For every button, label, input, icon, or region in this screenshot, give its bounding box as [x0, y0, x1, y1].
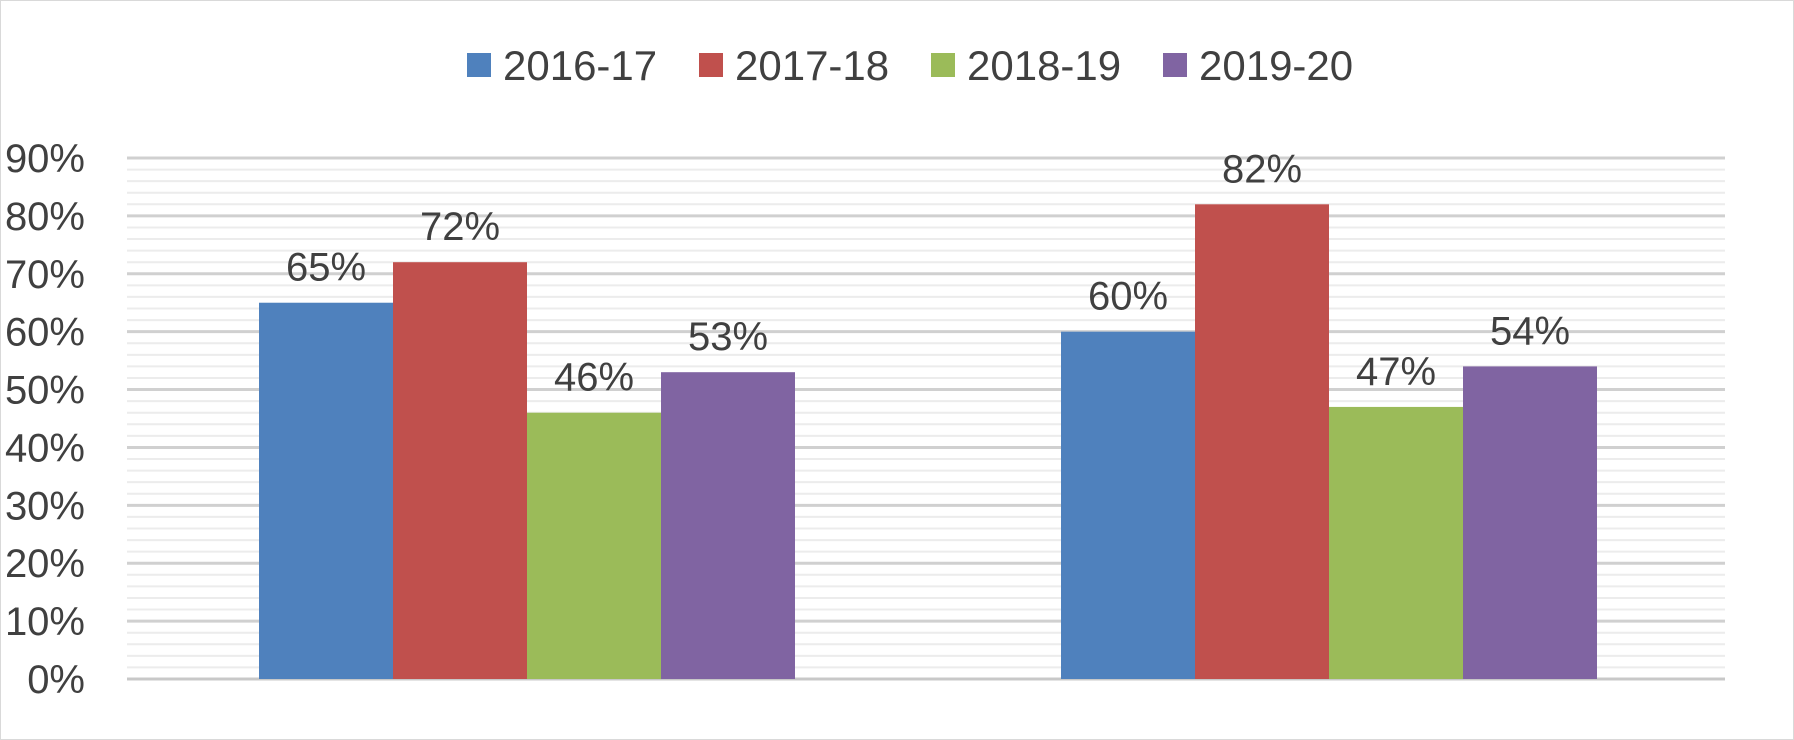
- data-label: 82%: [1222, 147, 1302, 191]
- legend-item-2019-20: 2019-20: [1163, 42, 1353, 89]
- bars: [259, 204, 1597, 680]
- legend-label: 2016-17: [503, 42, 657, 89]
- legend-label: 2018-19: [967, 42, 1121, 89]
- bar-2019-20-group-1: [661, 372, 795, 679]
- data-label: 65%: [286, 246, 366, 290]
- y-tick-label: 80%: [5, 195, 85, 239]
- data-label: 53%: [688, 315, 768, 359]
- bar-2019-20-group-2: [1463, 366, 1597, 679]
- data-labels: 65% 60% 72% 82% 46% 47% 53% 54%: [286, 147, 1570, 399]
- y-tick-label: 10%: [5, 600, 85, 644]
- data-label: 47%: [1356, 350, 1436, 394]
- y-tick-label: 90%: [5, 137, 85, 181]
- y-tick-label: 70%: [5, 253, 85, 297]
- y-tick-label: 50%: [5, 369, 85, 413]
- data-label: 54%: [1490, 309, 1570, 353]
- y-tick-label: 60%: [5, 311, 85, 355]
- y-tick-label: 20%: [5, 542, 85, 586]
- data-label: 72%: [420, 205, 500, 249]
- bar-2016-17-group-2: [1061, 331, 1195, 679]
- legend-swatch: [467, 53, 491, 77]
- y-tick-label: 40%: [5, 426, 85, 470]
- legend-swatch: [699, 53, 723, 77]
- y-tick-label: 30%: [5, 484, 85, 528]
- legend-item-2016-17: 2016-17: [467, 42, 657, 89]
- bar-2017-18-group-1: [393, 262, 527, 679]
- bar-2017-18-group-2: [1195, 204, 1329, 680]
- legend: 2016-17 2017-18 2018-19 2019-20: [467, 42, 1353, 89]
- y-tick-label: 0%: [27, 658, 85, 702]
- legend-item-2018-19: 2018-19: [931, 42, 1121, 89]
- bar-2018-19-group-2: [1329, 406, 1463, 679]
- legend-item-2017-18: 2017-18: [699, 42, 889, 89]
- legend-label: 2019-20: [1199, 42, 1353, 89]
- data-label: 46%: [554, 356, 634, 400]
- legend-swatch: [931, 53, 955, 77]
- bar-2018-19-group-1: [527, 412, 661, 679]
- data-label: 60%: [1088, 275, 1168, 319]
- legend-swatch: [1163, 53, 1187, 77]
- legend-label: 2017-18: [735, 42, 889, 89]
- bar-2016-17-group-1: [259, 302, 393, 679]
